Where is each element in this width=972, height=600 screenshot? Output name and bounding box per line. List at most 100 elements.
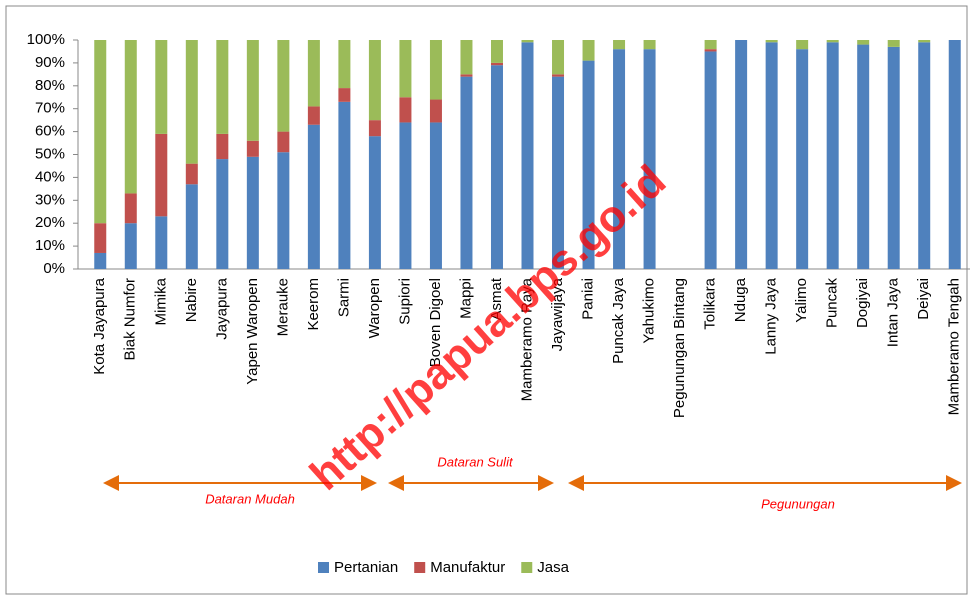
bar-segment: [338, 40, 351, 89]
legend-swatch: [414, 562, 426, 573]
x-tick-label: Tolikara: [702, 277, 719, 329]
x-tick-label: Mamberamo Raya: [518, 277, 535, 401]
bar-segment: [246, 140, 259, 157]
y-tick-label: 60%: [35, 123, 65, 140]
bar-segment: [124, 223, 137, 269]
x-tick-label: Asmat: [488, 277, 505, 320]
bar-segment: [429, 99, 442, 123]
bar-segment: [552, 76, 565, 269]
bar-segment: [490, 62, 503, 66]
x-tick-label: Dogiyai: [854, 278, 871, 328]
x-tick-label: Jayawijaya: [549, 277, 566, 351]
y-tick-label: 50%: [35, 145, 65, 162]
x-tick-label: Merauke: [274, 278, 291, 336]
y-tick-label: 0%: [43, 260, 65, 277]
bar-segment: [155, 40, 168, 134]
bar-segment: [643, 49, 656, 269]
bar-segment: [155, 133, 168, 217]
bar-segment: [704, 40, 717, 50]
bar-segment: [216, 40, 229, 134]
bar-segment: [399, 97, 412, 123]
x-tick-label: Puncak Jaya: [610, 277, 627, 364]
group-label: Dataran Mudah: [205, 491, 295, 506]
x-tick-label: Intan Jaya: [885, 277, 902, 347]
y-tick-label: 20%: [35, 214, 65, 231]
bar-segment: [826, 40, 839, 43]
x-tick-label: Kota Jayapura: [91, 277, 108, 374]
bar-segment: [918, 42, 931, 269]
bar-segment: [857, 44, 870, 269]
x-tick-label: Yahukimo: [641, 278, 658, 344]
bar-segment: [246, 40, 259, 141]
bar-segment: [94, 223, 107, 253]
bar-segment: [765, 42, 778, 269]
x-tick-label: Yapen Waropen: [244, 278, 261, 385]
x-tick-label: Keerom: [305, 278, 322, 331]
bar-segment: [887, 40, 900, 47]
bar-segment: [429, 40, 442, 100]
bar-segment: [460, 76, 473, 269]
bar-segment: [368, 40, 381, 121]
bar-segment: [948, 40, 961, 269]
bar-segment: [429, 122, 442, 269]
bar-segment: [216, 133, 229, 160]
bar-segment: [185, 40, 198, 164]
legend-swatch: [318, 562, 329, 573]
x-tick-label: Biak Numfor: [122, 278, 139, 361]
group-label: Pegunungan: [761, 496, 835, 511]
legend-label: Manufaktur: [430, 559, 505, 576]
bar-segment: [735, 40, 748, 269]
bar-segment: [490, 65, 503, 269]
bar-segment: [368, 136, 381, 269]
y-tick-label: 70%: [35, 100, 65, 117]
bar-segment: [552, 74, 565, 77]
group-label: Dataran Sulit: [437, 454, 514, 469]
bar-segment: [246, 156, 259, 269]
x-tick-label: Paniai: [580, 278, 597, 320]
bar-segment: [796, 40, 809, 50]
x-tick-label: Nabire: [183, 278, 200, 322]
x-tick-label: Supiori: [396, 278, 413, 325]
y-tick-label: 10%: [35, 237, 65, 254]
bar-segment: [918, 40, 931, 43]
x-tick-label: Nduga: [732, 277, 749, 322]
bar-segment: [460, 74, 473, 77]
bar-segment: [307, 40, 320, 107]
bar-segment: [857, 40, 870, 45]
bar-segment: [338, 88, 351, 102]
legend-label: Pertanian: [334, 559, 398, 576]
bar-segment: [399, 122, 412, 269]
bar-segment: [521, 42, 534, 269]
bar-segment: [887, 46, 900, 270]
x-tick-label: Jayapura: [213, 277, 230, 339]
x-tick-label: Mappi: [457, 278, 474, 319]
bar-segment: [704, 49, 717, 52]
bar-segment: [765, 40, 778, 43]
bar-segment: [613, 49, 626, 269]
legend-swatch: [521, 562, 533, 573]
bar-segment: [613, 40, 626, 50]
y-tick-label: 100%: [27, 31, 65, 48]
bar-segment: [185, 184, 198, 269]
x-tick-label: Sarmi: [335, 278, 352, 317]
x-tick-label: Yalimo: [793, 278, 810, 323]
x-tick-label: Lanny Jaya: [763, 277, 780, 354]
bar-segment: [460, 40, 473, 75]
bar-segment: [94, 40, 107, 224]
y-tick-label: 90%: [35, 54, 65, 71]
bar-segment: [216, 159, 229, 269]
bar-segment: [643, 40, 656, 50]
bar-segment: [307, 106, 320, 125]
x-tick-label: Puncak: [824, 278, 841, 329]
x-tick-label: Deiyai: [915, 278, 932, 320]
bar-segment: [94, 252, 107, 269]
bar-segment: [124, 193, 137, 224]
bar-segment: [826, 42, 839, 269]
bar-segment: [277, 152, 290, 269]
bar-segment: [704, 51, 717, 270]
y-tick-label: 40%: [35, 168, 65, 185]
bar-segment: [124, 40, 137, 194]
bar-segment: [277, 131, 290, 153]
bar-segment: [338, 101, 351, 269]
